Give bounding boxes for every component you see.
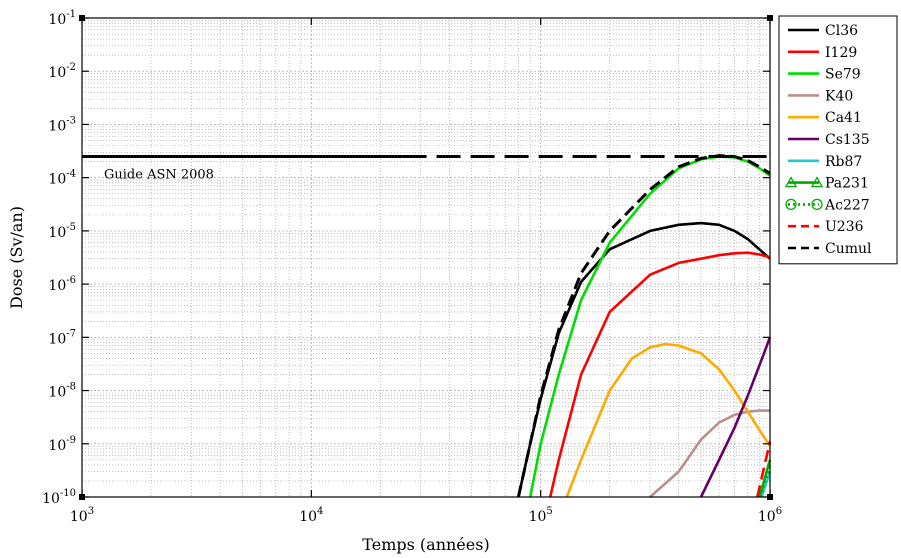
legend-entry-rb87: Rb87	[788, 154, 862, 170]
legend-label: Rb87	[825, 154, 862, 170]
legend-label: Ca41	[825, 110, 862, 126]
legend-entry-k40: K40	[788, 88, 853, 104]
legend-entry-cs135: Cs135	[788, 132, 870, 148]
legend-entry-ac227: Ac227	[785, 197, 870, 213]
corner-marker	[767, 494, 773, 500]
axis-ticks	[79, 15, 773, 500]
y-tick-base: 10	[48, 12, 66, 28]
series-line-cl36	[517, 221, 771, 498]
y-tick-label: 10-5	[48, 222, 76, 241]
y-tick-exponent: -1	[66, 9, 76, 20]
y-axis-title: Dose (Sv/an)	[7, 206, 26, 309]
x-tick-label: 105	[529, 506, 553, 525]
series-line-cumul	[516, 154, 771, 498]
y-tick-exponent: -8	[66, 382, 76, 393]
y-tick-base: 10	[48, 65, 66, 81]
legend-entry-cl36: Cl36	[788, 23, 858, 39]
x-tick-base: 10	[758, 509, 776, 525]
y-tick-label: 10-4	[48, 169, 76, 188]
corner-marker	[79, 15, 85, 21]
legend-label: Cl36	[825, 23, 858, 39]
y-tick-base: 10	[48, 438, 66, 454]
y-tick-exponent: -7	[66, 328, 76, 339]
y-tick-exponent: -9	[66, 435, 76, 446]
circle-marker-icon	[811, 198, 823, 211]
y-tick-base: 10	[48, 278, 66, 294]
y-tick-label: 10-1	[48, 9, 76, 28]
y-tick-label: 10-3	[48, 115, 76, 134]
legend-label: I129	[825, 45, 857, 61]
y-tick-exponent: -10	[60, 488, 76, 499]
legend-entry-pa231: Pa231	[784, 176, 869, 192]
x-tick-exponent: 6	[776, 506, 782, 517]
y-tick-label: 10-2	[48, 62, 76, 81]
legend-entry-i129: I129	[788, 45, 857, 61]
legend-label: K40	[825, 88, 853, 104]
y-tick-base: 10	[48, 385, 66, 401]
legend-label: U236	[825, 219, 864, 235]
triangle-marker-icon	[784, 176, 798, 188]
series-line-ac227	[759, 464, 772, 498]
series-line-rb87	[760, 471, 772, 498]
legend-label: Pa231	[825, 176, 869, 192]
series-lines	[516, 154, 772, 498]
legend-label: Cs135	[825, 132, 870, 148]
corner-marker	[79, 494, 85, 500]
x-tick-label: 106	[758, 506, 782, 525]
x-tick-label: 104	[299, 506, 323, 525]
legend-entry-cumul: Cumul	[788, 241, 872, 257]
reference-line-label: Guide ASN 2008	[104, 167, 214, 182]
reference-line-group: Guide ASN 2008	[82, 154, 770, 182]
series-line-k40	[649, 409, 770, 498]
y-tick-exponent: -6	[66, 275, 76, 286]
x-tick-exponent: 3	[88, 506, 94, 517]
y-tick-label: 10-9	[48, 435, 76, 454]
x-axis-title: Temps (années)	[362, 535, 489, 554]
y-tick-base: 10	[48, 118, 66, 134]
grid-lines	[82, 18, 770, 497]
legend-label: Ac227	[824, 197, 870, 213]
x-tick-base: 10	[529, 509, 547, 525]
corner-marker	[767, 15, 773, 21]
legend-entry-ca41: Ca41	[788, 110, 862, 126]
y-tick-exponent: -2	[66, 62, 76, 73]
circle-marker-icon	[785, 198, 797, 211]
y-tick-base: 10	[48, 225, 66, 241]
triangle-marker-icon	[810, 176, 824, 188]
legend-entry-se79: Se79	[788, 67, 861, 83]
x-tick-label: 103	[70, 506, 94, 525]
x-tick-base: 10	[299, 509, 317, 525]
legend: Cl36 I129 Se79 K40 Ca41 Cs135 Rb87 Pa231 Ac227 U2…	[778, 15, 898, 265]
series-line-cs135	[699, 336, 772, 498]
series-line-u236	[756, 441, 772, 498]
y-tick-label: 10-7	[48, 328, 76, 347]
x-tick-exponent: 4	[317, 506, 323, 517]
y-tick-exponent: -3	[66, 115, 76, 126]
y-tick-label: 10-10	[42, 488, 76, 507]
y-tick-base: 10	[42, 491, 60, 507]
legend-label: Se79	[825, 67, 861, 83]
y-tick-base: 10	[48, 331, 66, 347]
plot-frame	[81, 17, 771, 498]
legend-entry-u236: U236	[788, 219, 864, 235]
y-tick-label: 10-6	[48, 275, 76, 294]
y-tick-base: 10	[48, 172, 66, 188]
tick-labels: 103 104 105 10610-110-210-310-410-510-610-7…	[42, 9, 782, 525]
legend-label: Cumul	[825, 241, 872, 257]
x-tick-exponent: 5	[546, 506, 552, 517]
y-tick-exponent: -5	[66, 222, 76, 233]
y-tick-exponent: -4	[66, 169, 76, 180]
y-tick-label: 10-8	[48, 382, 76, 401]
x-tick-base: 10	[70, 509, 88, 525]
series-line-ca41	[565, 342, 772, 498]
series-line-i129	[548, 251, 771, 498]
